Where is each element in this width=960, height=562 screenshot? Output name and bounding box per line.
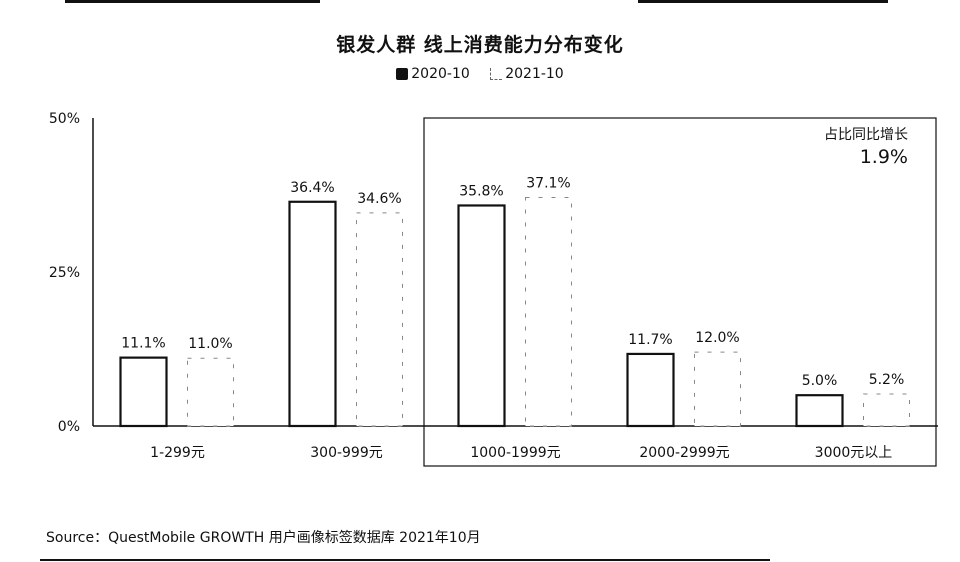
bar-2021 <box>525 196 572 427</box>
x-tick-label: 2000-2999元 <box>639 445 729 461</box>
data-label-2021: 12.0% <box>695 330 739 346</box>
legend-label-2021: 2021-10 <box>505 66 564 82</box>
x-tick-label: 1000-1999元 <box>470 445 560 461</box>
legend-swatch-icon <box>490 68 503 80</box>
data-label-2020: 11.1% <box>121 336 165 352</box>
data-label-2021: 37.1% <box>526 175 570 191</box>
bar-2020 <box>457 204 506 428</box>
legend: 2020-10 2021-10 <box>0 66 960 84</box>
legend-swatch-icon <box>396 68 409 80</box>
top-rule <box>65 0 320 3</box>
y-tick-label: 50% <box>49 111 80 127</box>
annotation-value: 1.9% <box>860 146 908 168</box>
highlight-region <box>423 117 937 467</box>
legend-item-2021: 2021-10 <box>490 66 564 82</box>
y-tick-label: 0% <box>58 419 80 435</box>
x-tick-label: 3000元以上 <box>815 445 893 461</box>
y-tick-label: 25% <box>49 265 80 281</box>
bar-2020 <box>288 200 337 428</box>
bar-2020 <box>119 356 168 428</box>
labels: 0% 25% 50% 占比同比增长 1.9% 11.1% 11.0% 1-299元 36.4% 3… <box>49 111 908 461</box>
bar-2021 <box>694 351 741 427</box>
data-label-2021: 11.0% <box>188 336 232 352</box>
x-tick-label: 1-299元 <box>150 445 205 461</box>
bar-2020 <box>626 352 675 428</box>
legend-item-2020: 2020-10 <box>396 66 470 82</box>
bar-2020 <box>795 394 844 428</box>
highlight-box <box>423 117 937 467</box>
data-label-2020: 11.7% <box>628 332 672 348</box>
data-label-2021: 5.2% <box>869 372 905 388</box>
bottom-rule <box>40 559 770 561</box>
chart-title: 银发人群 线上消费能力分布变化 <box>336 34 624 56</box>
data-label-2020: 5.0% <box>802 373 838 389</box>
data-label-2021: 34.6% <box>357 191 401 207</box>
x-tick-label: 300-999元 <box>310 445 383 461</box>
source-note: Source：QuestMobile GROWTH 用户画像标签数据库 2021… <box>46 530 481 546</box>
annotation-label: 占比同比增长 <box>824 127 908 143</box>
bar-2021 <box>187 357 234 427</box>
data-label-2020: 36.4% <box>290 180 334 196</box>
bar-2021 <box>863 393 910 427</box>
data-label-2020: 35.8% <box>459 183 503 199</box>
legend-label-2020: 2020-10 <box>411 66 470 82</box>
bars <box>119 196 910 428</box>
top-rule <box>638 0 888 3</box>
bar-2021 <box>356 212 403 427</box>
